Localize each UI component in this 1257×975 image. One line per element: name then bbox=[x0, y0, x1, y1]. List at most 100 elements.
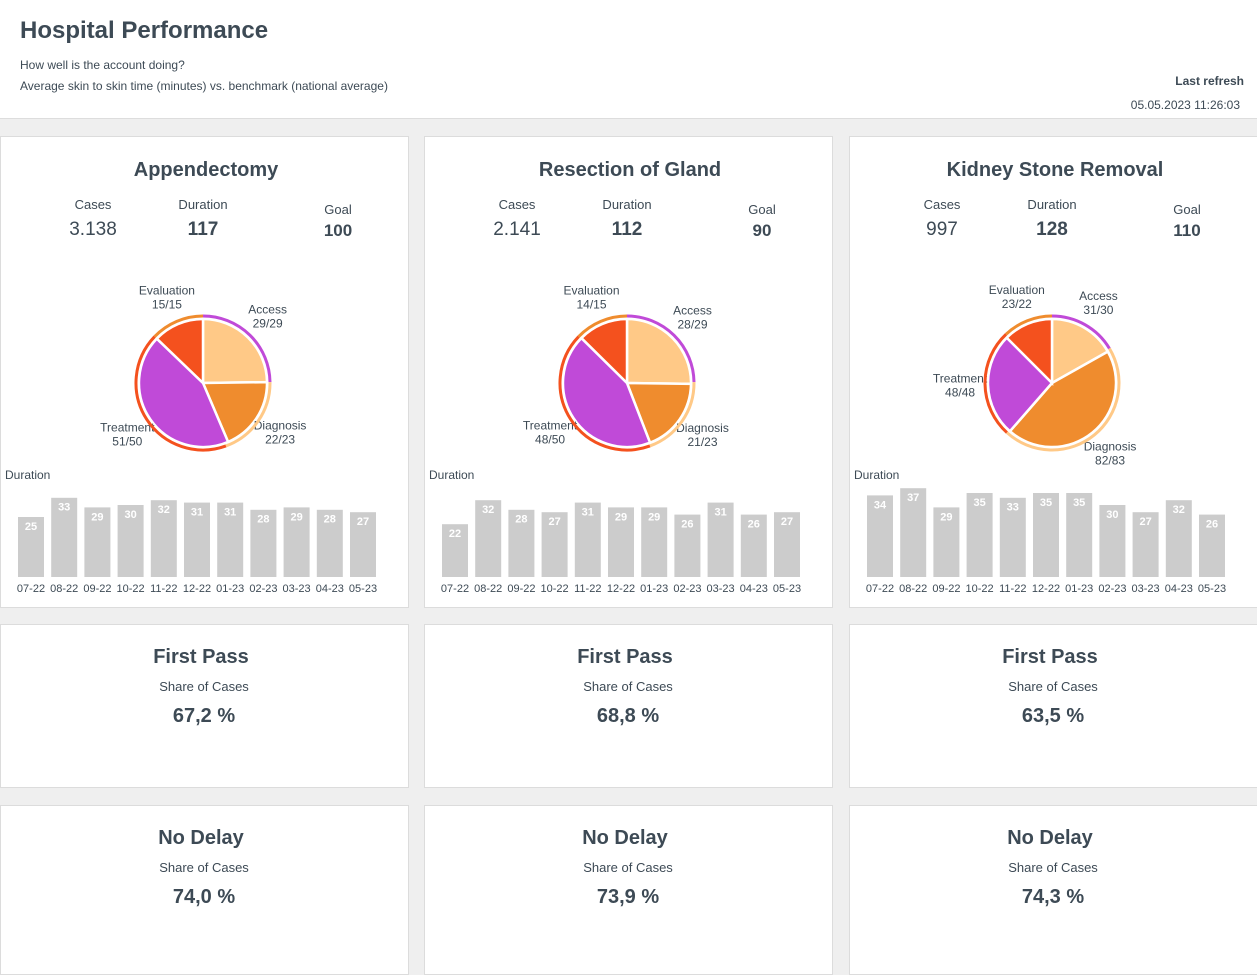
kpi-subtitle: Share of Cases bbox=[1008, 860, 1098, 875]
bar-value-label: 35 bbox=[1040, 497, 1052, 509]
x-tick-label: 08-22 bbox=[474, 583, 502, 595]
x-tick-label: 09-22 bbox=[932, 583, 960, 595]
card-title: Resection of Gland bbox=[538, 159, 722, 181]
x-tick-label: 11-22 bbox=[574, 583, 601, 595]
x-tick-label: 05-23 bbox=[349, 583, 377, 595]
stat-value: 100 bbox=[323, 221, 353, 240]
benchmark-ring bbox=[1005, 347, 1121, 452]
pie-slice bbox=[625, 317, 693, 386]
y-axis-label: Duration bbox=[429, 468, 474, 482]
pie-value-label: 22/23 bbox=[265, 432, 295, 446]
kpi-title: First Pass bbox=[153, 646, 249, 668]
bar bbox=[541, 512, 568, 577]
bar-value-label: 26 bbox=[748, 519, 760, 531]
bar bbox=[442, 524, 468, 577]
pie-value-label: 28/29 bbox=[677, 318, 707, 332]
pie-slice bbox=[986, 335, 1054, 434]
stat-value: 2.141 bbox=[493, 219, 541, 240]
pie-value-label: 23/22 bbox=[1002, 297, 1032, 311]
bar bbox=[674, 514, 701, 577]
x-tick-label: 05-23 bbox=[773, 583, 801, 595]
benchmark-ring bbox=[1051, 314, 1111, 350]
bar-value-label: 27 bbox=[357, 516, 369, 528]
kpi-card: First Pass Share of Cases 67,2 % bbox=[0, 624, 409, 788]
benchmark-ring bbox=[558, 335, 651, 452]
bar-value-label: 29 bbox=[615, 511, 627, 523]
kpi-title: First Pass bbox=[1002, 646, 1098, 668]
bar bbox=[350, 512, 376, 577]
bar-value-label: 26 bbox=[681, 519, 693, 531]
bar bbox=[933, 507, 960, 577]
procedure-card: Access 28/29 Diagnosis 21/23 Treatment 48/50 E… bbox=[424, 136, 833, 608]
bar bbox=[283, 507, 310, 577]
pie-label: Treatment bbox=[933, 371, 988, 385]
bar bbox=[1132, 512, 1159, 577]
stat-value: 112 bbox=[611, 219, 643, 240]
pie-label: Evaluation bbox=[139, 284, 195, 298]
bar-value-label: 31 bbox=[224, 507, 236, 519]
x-tick-label: 07-22 bbox=[17, 583, 45, 595]
bar-value-label: 31 bbox=[582, 507, 594, 519]
benchmark-ring bbox=[202, 314, 272, 383]
bar-value-label: 25 bbox=[25, 521, 37, 533]
x-tick-label: 02-23 bbox=[249, 583, 277, 595]
kpi-title: No Delay bbox=[582, 827, 668, 849]
kpi-card: First Pass Share of Cases 63,5 % bbox=[849, 624, 1257, 788]
bar-value-label: 27 bbox=[1139, 516, 1151, 528]
kpi-subtitle: Share of Cases bbox=[1008, 679, 1098, 694]
bar-value-label: 32 bbox=[482, 504, 494, 516]
pie-value-label: 15/15 bbox=[152, 298, 182, 312]
bar-value-label: 30 bbox=[1106, 509, 1118, 521]
kpi-subtitle: Share of Cases bbox=[583, 860, 673, 875]
bar bbox=[641, 507, 668, 577]
bar bbox=[608, 507, 634, 577]
bar-value-label: 37 bbox=[907, 492, 919, 504]
kpi-subtitle: Share of Cases bbox=[159, 860, 249, 875]
pie-slice bbox=[201, 380, 269, 444]
bar bbox=[217, 502, 244, 577]
bar-value-label: 31 bbox=[191, 507, 203, 519]
stat-label: Cases bbox=[498, 197, 536, 212]
benchmark-ring bbox=[626, 314, 696, 383]
pie-slice bbox=[1004, 317, 1054, 387]
bar-value-label: 29 bbox=[290, 511, 302, 523]
pie-slice bbox=[155, 317, 205, 386]
x-tick-label: 10-22 bbox=[966, 583, 994, 595]
bar bbox=[508, 509, 535, 577]
pie-slice bbox=[201, 317, 269, 385]
stat-value: 110 bbox=[1173, 221, 1201, 240]
y-axis-label: Duration bbox=[5, 468, 50, 482]
x-tick-label: 02-23 bbox=[1098, 583, 1126, 595]
x-tick-label: 01-23 bbox=[640, 583, 668, 595]
pie-label: Treatment bbox=[523, 419, 578, 433]
bar-value-label: 31 bbox=[714, 507, 726, 519]
bar bbox=[999, 497, 1026, 577]
bar-value-label: 34 bbox=[874, 499, 887, 511]
stat-value: 3.138 bbox=[69, 219, 117, 240]
pie-slice bbox=[1008, 349, 1118, 449]
bar-value-label: 26 bbox=[1206, 519, 1218, 531]
kpi-subtitle: Share of Cases bbox=[159, 679, 249, 694]
pie-value-label: 31/30 bbox=[1083, 303, 1113, 317]
procedure-card: Access 29/29 Diagnosis 22/23 Treatment 51/50 E… bbox=[0, 136, 409, 608]
pie-label: Diagnosis bbox=[254, 418, 307, 432]
refresh-label: Last refresh bbox=[1175, 74, 1244, 88]
bar-value-label: 27 bbox=[548, 516, 560, 528]
x-tick-label: 12-22 bbox=[1032, 583, 1060, 595]
bar-value-label: 35 bbox=[1073, 497, 1085, 509]
bar bbox=[1033, 493, 1059, 577]
x-tick-label: 08-22 bbox=[899, 583, 927, 595]
x-tick-label: 09-22 bbox=[507, 583, 535, 595]
benchmark-ring bbox=[649, 382, 696, 448]
bar-value-label: 27 bbox=[781, 516, 793, 528]
pie-slice bbox=[1050, 317, 1110, 386]
subtitle: How well is the account doing? bbox=[20, 58, 185, 72]
x-tick-label: 03-23 bbox=[707, 583, 735, 595]
x-tick-label: 07-22 bbox=[441, 583, 469, 595]
subtitle: Average skin to skin time (minutes) vs. … bbox=[20, 79, 388, 93]
stat-value: 90 bbox=[752, 221, 772, 240]
procedure-card: Access 31/30 Diagnosis 82/83 Treatment 48/48 E… bbox=[849, 136, 1257, 608]
bar bbox=[150, 500, 177, 577]
stat-label: Duration bbox=[1027, 197, 1077, 212]
